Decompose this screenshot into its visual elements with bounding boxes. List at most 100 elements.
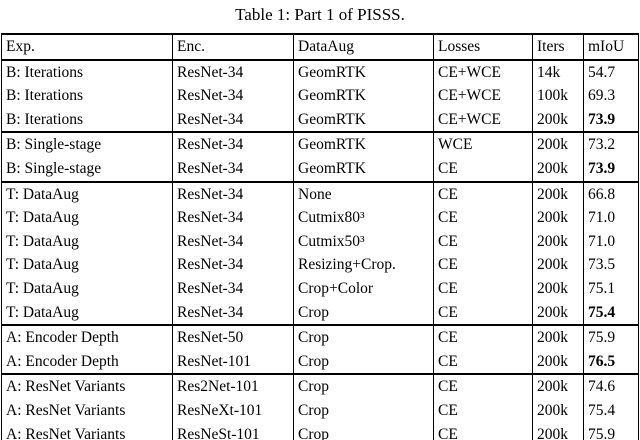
column-header-exp: Exp.	[1, 34, 173, 61]
cell-iters: 200k	[532, 156, 584, 182]
table-row: A: Encoder Depth ResNet-101 Crop CE 200k 76.5	[1, 349, 639, 375]
cell-exp: A: ResNet Variants	[1, 398, 173, 423]
cell-miou: 76.5	[583, 349, 639, 375]
table-row: B: Iterations ResNet-34 GeomRTK CE+WCE 14k 54…	[1, 58, 639, 85]
column-header-iters: Iters	[532, 34, 584, 61]
cell-miou: 73.5	[583, 253, 639, 277]
column-header-dataaug: DataAug	[293, 34, 434, 61]
cell-dataaug: Crop+Color	[293, 276, 434, 301]
cell-miou: 75.1	[583, 276, 639, 301]
cell-dataaug: Cutmix80³	[293, 206, 434, 230]
cell-exp: B: Single-stage	[1, 156, 173, 182]
cell-iters: 200k	[532, 253, 584, 277]
cell-dataaug: Crop	[293, 300, 434, 326]
cell-enc: ResNet-34	[172, 84, 294, 108]
cell-miou: 71.0	[583, 229, 639, 254]
header-row: Exp. Enc. DataAug Losses Iters mIoU	[1, 34, 639, 61]
cell-losses: CE	[433, 229, 533, 254]
cell-losses: CE+WCE	[433, 84, 533, 108]
table-row: A: ResNet Variants Res2Net-101 Crop CE 200k 7…	[1, 373, 639, 399]
cell-exp: B: Iterations	[1, 84, 173, 108]
cell-miou: 73.2	[583, 131, 639, 157]
cell-enc: ResNet-34	[172, 131, 294, 157]
cell-exp: T: DataAug	[1, 276, 173, 301]
cell-losses: CE	[433, 300, 533, 326]
cell-miou: 71.0	[583, 206, 639, 230]
cell-miou: 75.9	[583, 422, 639, 440]
table-row: A: ResNet Variants ResNeXt-101 Crop CE 200k 7…	[1, 398, 639, 423]
cell-losses: CE	[433, 398, 533, 423]
cell-exp: T: DataAug	[1, 180, 173, 207]
cell-exp: B: Iterations	[1, 58, 173, 85]
cell-miou: 69.3	[583, 84, 639, 108]
cell-enc: ResNet-34	[172, 300, 294, 326]
cell-exp: T: DataAug	[1, 253, 173, 277]
cell-dataaug: GeomRTK	[293, 131, 434, 157]
table-row: B: Single-stage ResNet-34 GeomRTK WCE 200k 73…	[1, 131, 639, 157]
cell-losses: CE	[433, 253, 533, 277]
cell-dataaug: GeomRTK	[293, 84, 434, 108]
cell-iters: 200k	[532, 107, 584, 133]
cell-miou: 66.8	[583, 180, 639, 207]
cell-dataaug: GeomRTK	[293, 107, 434, 133]
cell-iters: 200k	[532, 398, 584, 423]
table-row: B: Single-stage ResNet-34 GeomRTK CE 200k 73.…	[1, 156, 639, 182]
column-header-enc: Enc.	[172, 34, 294, 61]
cell-iters: 200k	[532, 300, 584, 326]
cell-losses: CE	[433, 180, 533, 207]
cell-exp: T: DataAug	[1, 206, 173, 230]
cell-exp: A: Encoder Depth	[1, 324, 173, 350]
cell-exp: B: Iterations	[1, 107, 173, 133]
cell-losses: CE	[433, 324, 533, 350]
results-table: Exp. Enc. DataAug Losses Iters mIoU B: I…	[1, 33, 639, 440]
table-row: T: DataAug ResNet-34 Crop+Color CE 200k 75.1	[1, 276, 639, 301]
table-row: T: DataAug ResNet-34 Cutmix80³ CE 200k 71.0	[1, 206, 639, 230]
cell-iters: 200k	[532, 422, 584, 440]
column-header-losses: Losses	[433, 34, 533, 61]
cell-losses: CE	[433, 373, 533, 399]
cell-miou: 73.9	[583, 107, 639, 133]
cell-exp: T: DataAug	[1, 300, 173, 326]
cell-dataaug: GeomRTK	[293, 156, 434, 182]
cell-losses: CE	[433, 422, 533, 440]
cell-iters: 100k	[532, 84, 584, 108]
cell-iters: 200k	[532, 276, 584, 301]
cell-iters: 200k	[532, 349, 584, 375]
cell-exp: A: Encoder Depth	[1, 349, 173, 375]
cell-iters: 200k	[532, 229, 584, 254]
cell-enc: ResNet-34	[172, 180, 294, 207]
cell-losses: WCE	[433, 131, 533, 157]
cell-enc: ResNet-34	[172, 58, 294, 85]
cell-iters: 200k	[532, 324, 584, 350]
cell-miou: 73.9	[583, 156, 639, 182]
cell-dataaug: Crop	[293, 324, 434, 350]
table-row: T: DataAug ResNet-34 Crop CE 200k 75.4	[1, 300, 639, 326]
cell-enc: ResNet-34	[172, 206, 294, 230]
cell-enc: ResNet-50	[172, 324, 294, 350]
cell-miou: 54.7	[583, 58, 639, 85]
cell-iters: 200k	[532, 131, 584, 157]
cell-exp: T: DataAug	[1, 229, 173, 254]
cell-losses: CE+WCE	[433, 58, 533, 85]
cell-miou: 75.4	[583, 300, 639, 326]
cell-enc: ResNet-34	[172, 229, 294, 254]
table-row: T: DataAug ResNet-34 Resizing+Crop. CE 200k 7…	[1, 253, 639, 277]
cell-miou: 75.9	[583, 324, 639, 350]
cell-enc: ResNet-101	[172, 349, 294, 375]
cell-enc: ResNet-34	[172, 253, 294, 277]
table-row: A: Encoder Depth ResNet-50 Crop CE 200k 75.9	[1, 324, 639, 350]
cell-enc: Res2Net-101	[172, 373, 294, 399]
cell-iters: 200k	[532, 373, 584, 399]
cell-iters: 200k	[532, 206, 584, 230]
cell-dataaug: Cutmix50³	[293, 229, 434, 254]
column-header-miou: mIoU	[583, 34, 639, 61]
cell-miou: 74.6	[583, 373, 639, 399]
cell-exp: A: ResNet Variants	[1, 373, 173, 399]
cell-dataaug: Crop	[293, 398, 434, 423]
table-row: B: Iterations ResNet-34 GeomRTK CE+WCE 100k 6…	[1, 84, 639, 108]
cell-exp: A: ResNet Variants	[1, 422, 173, 440]
table-row: A: ResNet Variants ResNeSt-101 Crop CE 200k 7…	[1, 422, 639, 440]
cell-miou: 75.4	[583, 398, 639, 423]
cell-enc: ResNet-34	[172, 107, 294, 133]
table-row: T: DataAug ResNet-34 Cutmix50³ CE 200k 71.0	[1, 229, 639, 254]
